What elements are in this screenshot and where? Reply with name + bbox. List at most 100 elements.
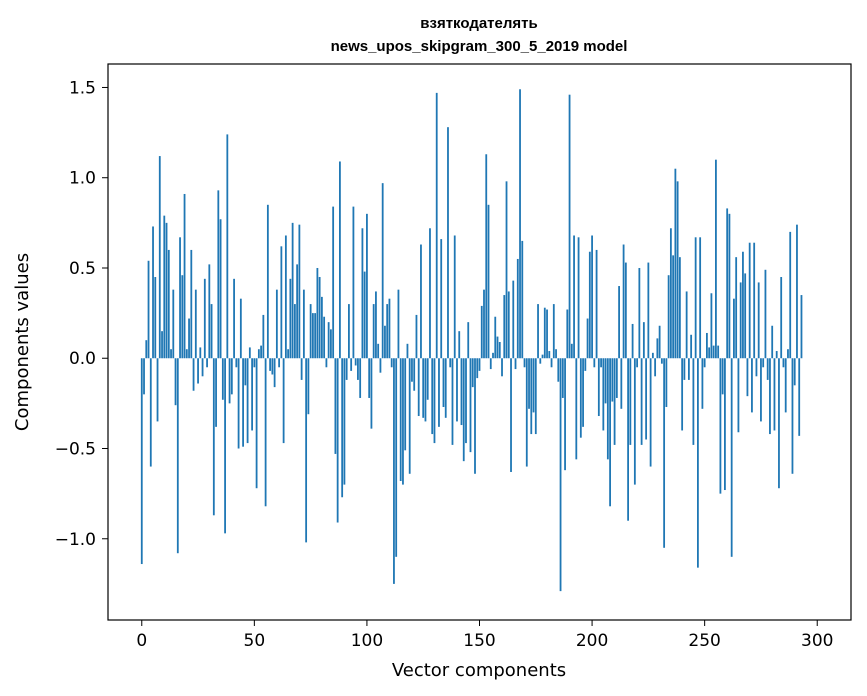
bar-component-207 [606, 358, 609, 460]
bar-component-206 [604, 358, 607, 404]
bar-component-216 [627, 358, 629, 521]
bar-component-69 [296, 264, 299, 359]
bar-component-116 [402, 358, 404, 485]
bar-component-80 [320, 296, 323, 359]
x-tick-label: 150 [463, 631, 495, 651]
bar-component-58 [271, 358, 274, 375]
bar-component-123 [417, 358, 420, 417]
bar-component-59 [273, 358, 276, 388]
bar-component-17 [179, 237, 181, 359]
bar-component-217 [629, 358, 632, 445]
bar-component-143 [462, 358, 465, 462]
y-tick-label: 1.0 [69, 169, 96, 189]
bar-component-53 [260, 345, 262, 359]
bar-component-71 [300, 358, 303, 380]
bar-component-128 [429, 228, 431, 359]
bar-component-203 [597, 358, 600, 417]
bar-component-213 [620, 358, 623, 409]
bar-component-267 [742, 251, 744, 359]
bar-component-205 [602, 358, 605, 431]
bar-component-105 [377, 343, 380, 359]
y-tick-label: 0.0 [69, 349, 96, 369]
x-axis-ticks: 0 50 100 150 200 250 300 [136, 620, 833, 651]
bar-component-127 [426, 358, 429, 400]
bar-component-228 [654, 358, 657, 377]
bar-component-241 [683, 358, 686, 380]
y-tick-label: 1.5 [69, 78, 96, 98]
bar-component-176 [537, 304, 539, 359]
bar-component-188 [564, 358, 566, 471]
bar-component-55 [264, 358, 267, 507]
bar-component-209 [611, 358, 614, 402]
bar-component-35 [219, 219, 222, 359]
bar-component-120 [411, 358, 413, 382]
bar-component-227 [651, 352, 654, 359]
bar-component-201 [593, 358, 596, 368]
bar-component-187 [561, 358, 564, 398]
bar-component-242 [685, 291, 688, 359]
bar-component-266 [739, 282, 742, 359]
bar-component-280 [771, 325, 774, 359]
bar-component-119 [408, 358, 411, 474]
bar-component-198 [586, 318, 589, 359]
bar-component-185 [557, 358, 560, 382]
bar-component-282 [775, 351, 778, 359]
bar-component-79 [318, 277, 321, 359]
bar-component-49 [251, 358, 253, 431]
bar-component-1 [143, 358, 145, 395]
bar-component-67 [291, 222, 294, 359]
bar-component-114 [397, 289, 400, 359]
bar-component-289 [791, 358, 794, 474]
bar-component-33 [215, 358, 217, 427]
bar-component-66 [289, 278, 292, 359]
bar-component-290 [793, 358, 796, 386]
bar-component-16 [176, 358, 179, 554]
bar-component-179 [543, 307, 546, 359]
bar-component-70 [298, 224, 301, 359]
bar-component-211 [615, 358, 618, 398]
bar-component-95 [354, 358, 357, 366]
bar-component-84 [330, 329, 332, 359]
bar-component-26 [199, 347, 202, 359]
bar-component-183 [552, 304, 555, 359]
bar-component-173 [530, 358, 533, 435]
bar-component-247 [697, 358, 699, 568]
bar-component-154 [487, 204, 490, 359]
bar-component-223 [642, 322, 645, 359]
bar-component-215 [624, 262, 627, 359]
bar-component-54 [262, 314, 265, 359]
bar-component-90 [343, 358, 346, 485]
bar-component-197 [584, 358, 587, 371]
bar-component-219 [633, 358, 636, 485]
bar-component-113 [395, 358, 398, 557]
bar-component-252 [708, 347, 711, 359]
bar-component-40 [230, 358, 233, 395]
bar-component-51 [255, 358, 258, 489]
bar-component-238 [676, 181, 679, 359]
bar-component-260 [726, 208, 729, 359]
bar-component-74 [307, 358, 310, 415]
bar-component-86 [334, 358, 337, 454]
bar-component-274 [757, 282, 760, 359]
bar-component-137 [449, 358, 452, 368]
bar-component-163 [507, 291, 510, 359]
bar-component-272 [753, 242, 756, 359]
bar-component-111 [390, 358, 393, 368]
bar-component-244 [690, 334, 693, 359]
bar-component-37 [224, 358, 226, 534]
bar-component-7 [156, 358, 159, 422]
x-tick-label: 0 [136, 631, 147, 651]
bar-component-41 [233, 278, 235, 359]
bar-component-165 [512, 280, 515, 359]
bar-component-236 [672, 255, 675, 359]
bar-component-139 [453, 235, 456, 359]
bar-component-62 [280, 246, 283, 359]
bar-component-281 [773, 358, 776, 431]
bar-component-166 [514, 358, 517, 370]
bar-component-162 [505, 181, 508, 359]
bar-component-175 [534, 358, 537, 435]
bar-component-99 [363, 271, 366, 359]
bar-component-104 [375, 291, 377, 359]
bar-component-224 [645, 358, 648, 440]
chart-title-line-1: взяткодателять [420, 15, 537, 32]
